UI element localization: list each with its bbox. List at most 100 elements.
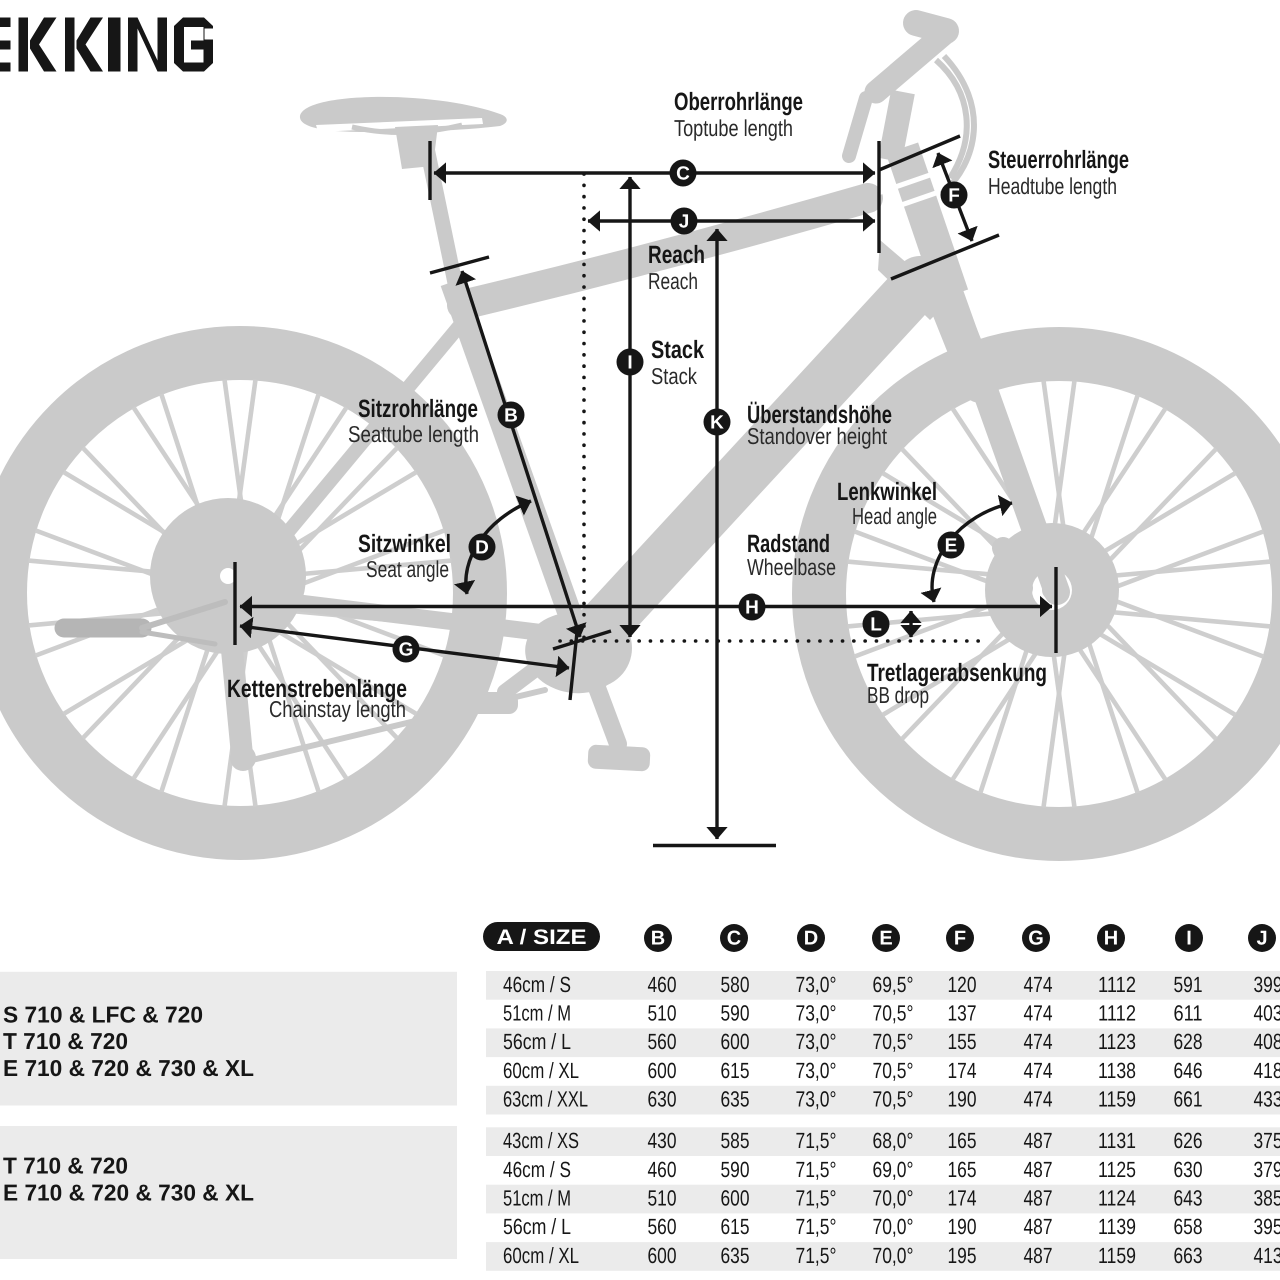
svg-text:460: 460 xyxy=(648,972,677,997)
svg-text:Sitzrohrlänge: Sitzrohrlänge xyxy=(358,395,478,423)
svg-text:165: 165 xyxy=(948,1128,977,1153)
svg-text:120: 120 xyxy=(948,972,977,997)
svg-text:590: 590 xyxy=(721,1157,750,1182)
svg-text:70,0°: 70,0° xyxy=(873,1186,914,1211)
svg-text:70,0°: 70,0° xyxy=(873,1243,914,1268)
svg-text:69,5°: 69,5° xyxy=(873,972,914,997)
svg-text:73,0°: 73,0° xyxy=(796,1058,837,1083)
svg-text:600: 600 xyxy=(648,1243,677,1268)
svg-text:71,5°: 71,5° xyxy=(796,1243,837,1268)
svg-text:430: 430 xyxy=(648,1128,677,1153)
svg-text:487: 487 xyxy=(1024,1157,1053,1182)
svg-text:611: 611 xyxy=(1174,1001,1203,1026)
svg-text:60cm / XL: 60cm / XL xyxy=(503,1243,579,1268)
svg-text:E 710 & 720 & 730 & XL: E 710 & 720 & 730 & XL xyxy=(3,1055,254,1081)
svg-text:E: E xyxy=(879,928,892,950)
svg-text:S 710 & LFC & 720: S 710 & LFC & 720 xyxy=(3,1001,203,1027)
svg-text:73,0°: 73,0° xyxy=(796,1029,837,1054)
svg-text:70,5°: 70,5° xyxy=(873,1029,914,1054)
svg-text:70,5°: 70,5° xyxy=(873,1087,914,1112)
svg-text:63cm / XXL: 63cm / XXL xyxy=(503,1087,588,1112)
svg-text:626: 626 xyxy=(1174,1128,1203,1153)
svg-text:165: 165 xyxy=(948,1157,977,1182)
svg-text:1159: 1159 xyxy=(1098,1243,1136,1268)
svg-text:600: 600 xyxy=(721,1029,750,1054)
svg-text:190: 190 xyxy=(948,1087,977,1112)
svg-text:Stack: Stack xyxy=(651,336,704,364)
svg-text:I: I xyxy=(627,353,632,374)
svg-text:H: H xyxy=(745,598,759,619)
svg-text:510: 510 xyxy=(648,1186,677,1211)
svg-text:Reach: Reach xyxy=(648,241,705,269)
svg-text:413: 413 xyxy=(1254,1243,1280,1268)
svg-text:560: 560 xyxy=(648,1029,677,1054)
svg-text:F: F xyxy=(954,928,966,950)
svg-text:Standover height: Standover height xyxy=(747,423,887,449)
svg-text:1131: 1131 xyxy=(1098,1128,1136,1153)
svg-text:635: 635 xyxy=(721,1087,750,1112)
svg-text:646: 646 xyxy=(1174,1058,1203,1083)
svg-text:70,5°: 70,5° xyxy=(873,1001,914,1026)
svg-text:1112: 1112 xyxy=(1098,1001,1136,1026)
svg-text:1123: 1123 xyxy=(1098,1029,1136,1054)
svg-text:Chainstay length: Chainstay length xyxy=(269,696,406,722)
svg-text:195: 195 xyxy=(948,1243,977,1268)
svg-text:BB drop: BB drop xyxy=(867,682,929,708)
svg-text:L: L xyxy=(870,615,882,636)
svg-text:E: E xyxy=(945,536,958,557)
svg-text:70,0°: 70,0° xyxy=(873,1214,914,1239)
svg-text:1139: 1139 xyxy=(1098,1214,1136,1239)
svg-text:615: 615 xyxy=(721,1214,750,1239)
svg-text:487: 487 xyxy=(1024,1243,1053,1268)
svg-text:Seat angle: Seat angle xyxy=(366,556,449,582)
svg-text:T 710 & 720: T 710 & 720 xyxy=(3,1153,128,1179)
svg-text:663: 663 xyxy=(1174,1243,1203,1268)
svg-text:73,0°: 73,0° xyxy=(796,1087,837,1112)
svg-text:B: B xyxy=(504,406,518,427)
svg-text:155: 155 xyxy=(948,1029,977,1054)
svg-text:Kettenstrebenlänge: Kettenstrebenlänge xyxy=(227,675,407,703)
svg-text:474: 474 xyxy=(1024,1087,1053,1112)
svg-text:73,0°: 73,0° xyxy=(796,972,837,997)
svg-text:70,5°: 70,5° xyxy=(873,1058,914,1083)
svg-text:408: 408 xyxy=(1254,1029,1280,1054)
svg-text:C: C xyxy=(676,164,690,185)
svg-text:Tretlagerabsenkung: Tretlagerabsenkung xyxy=(867,659,1047,687)
svg-text:Wheelbase: Wheelbase xyxy=(747,554,836,580)
svg-text:628: 628 xyxy=(1174,1029,1203,1054)
svg-text:137: 137 xyxy=(948,1001,977,1026)
svg-text:1124: 1124 xyxy=(1098,1186,1136,1211)
svg-text:A / SIZE: A / SIZE xyxy=(497,926,587,949)
svg-text:K: K xyxy=(710,413,724,434)
svg-text:1138: 1138 xyxy=(1098,1058,1136,1083)
svg-text:C: C xyxy=(727,928,741,950)
svg-text:56cm / L: 56cm / L xyxy=(503,1214,571,1239)
svg-text:460: 460 xyxy=(648,1157,677,1182)
svg-text:385: 385 xyxy=(1254,1186,1280,1211)
svg-text:51cm / M: 51cm / M xyxy=(503,1001,571,1026)
svg-text:590: 590 xyxy=(721,1001,750,1026)
svg-text:580: 580 xyxy=(721,972,750,997)
svg-text:487: 487 xyxy=(1024,1186,1053,1211)
svg-text:591: 591 xyxy=(1174,972,1203,997)
svg-text:T 710 & 720: T 710 & 720 xyxy=(3,1028,128,1054)
svg-text:G: G xyxy=(399,640,414,661)
svg-text:661: 661 xyxy=(1174,1087,1203,1112)
svg-text:Radstand: Radstand xyxy=(747,530,830,558)
svg-text:474: 474 xyxy=(1024,1029,1053,1054)
svg-text:Reach: Reach xyxy=(648,268,698,294)
svg-text:615: 615 xyxy=(721,1058,750,1083)
svg-text:J: J xyxy=(679,212,690,233)
svg-text:51cm / M: 51cm / M xyxy=(503,1186,571,1211)
svg-text:Headtube length: Headtube length xyxy=(988,173,1117,199)
svg-text:630: 630 xyxy=(648,1087,677,1112)
svg-text:474: 474 xyxy=(1024,1001,1053,1026)
svg-text:68,0°: 68,0° xyxy=(873,1128,914,1153)
svg-text:Stack: Stack xyxy=(651,363,697,389)
svg-text:Head angle: Head angle xyxy=(852,503,937,529)
svg-text:474: 474 xyxy=(1024,972,1053,997)
svg-text:46cm / S: 46cm / S xyxy=(503,972,571,997)
svg-text:71,5°: 71,5° xyxy=(796,1128,837,1153)
svg-text:395: 395 xyxy=(1254,1214,1280,1239)
svg-text:46cm / S: 46cm / S xyxy=(503,1157,571,1182)
